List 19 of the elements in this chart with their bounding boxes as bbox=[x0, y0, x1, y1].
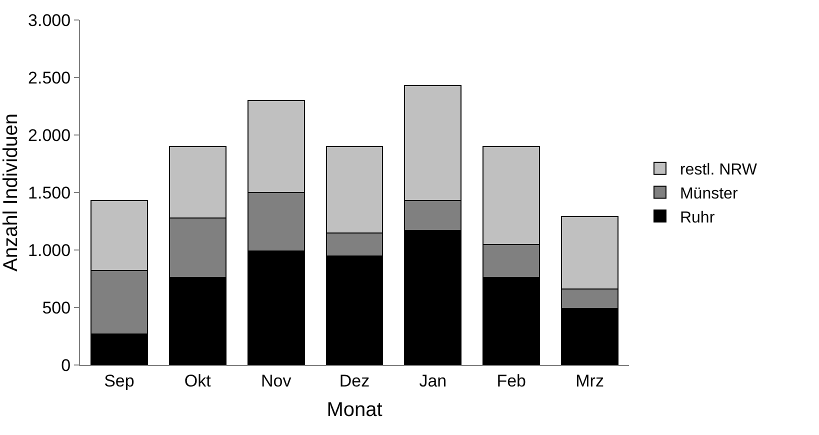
y-tick-label: 3.000 bbox=[28, 10, 71, 30]
y-tick-label: 500 bbox=[42, 298, 71, 318]
y-tick-label: 1.500 bbox=[28, 183, 71, 202]
x-tick-label: Nov bbox=[260, 371, 292, 390]
y-tick-label: 0 bbox=[61, 356, 71, 375]
legend-label: restl. NRW bbox=[680, 162, 758, 179]
y-tick-label: 2.500 bbox=[28, 68, 71, 88]
y-tick-label: 2.000 bbox=[28, 126, 71, 145]
x-tick-label: Jan bbox=[419, 371, 447, 390]
y-tick-label: 1.000 bbox=[28, 240, 71, 260]
y-axis-title: Anzahl Individuen bbox=[0, 114, 22, 272]
x-tick-label: Dez bbox=[339, 371, 370, 390]
x-tick-label: Okt bbox=[184, 371, 212, 390]
legend-label: Ruhr bbox=[680, 209, 716, 226]
x-tick-label: Feb bbox=[496, 371, 526, 390]
x-tick-label: Sep bbox=[104, 371, 134, 390]
x-tick-label: Mrz bbox=[576, 371, 604, 390]
legend-label: Münster bbox=[680, 185, 738, 202]
x-axis-title: Monat bbox=[326, 398, 383, 421]
